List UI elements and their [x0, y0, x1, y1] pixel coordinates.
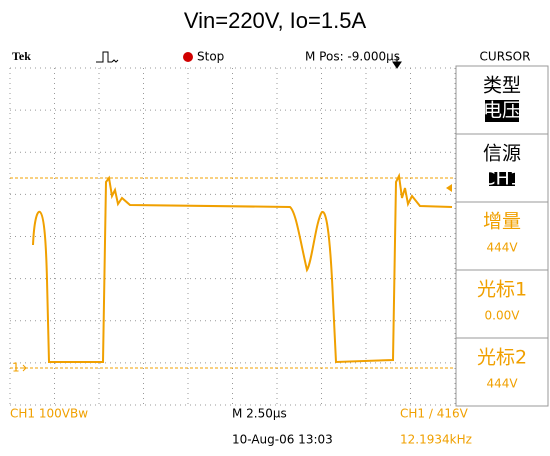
- menu-label: 增量: [483, 211, 521, 233]
- trigger-level: [446, 184, 452, 192]
- menu-label: 光标2: [477, 347, 527, 369]
- menu-value: 444V: [486, 377, 518, 391]
- menu-label: 信源: [483, 143, 521, 165]
- timebase: M 2.50µs: [232, 407, 287, 421]
- date: 10-Aug-06 13:03: [232, 433, 333, 447]
- title: Vin=220V, Io=1.5A: [184, 8, 367, 33]
- menu-value: 444V: [486, 241, 518, 255]
- trigger: CH1 ∕ 416V: [400, 407, 469, 421]
- ground-marker: 1: [12, 361, 20, 375]
- waveform: [33, 176, 452, 362]
- ground-arrow: [20, 365, 26, 371]
- position: M Pos: -9.000µs: [305, 50, 400, 64]
- channel: CH1 100VBw: [10, 407, 88, 421]
- frequency: 12.1934kHz: [400, 433, 472, 447]
- trigger-icon: [96, 52, 118, 62]
- brand: Tek: [12, 49, 31, 63]
- menu-label: 类型: [483, 75, 521, 97]
- menu-value: CH1: [482, 168, 522, 190]
- menu-value: 电压: [483, 100, 521, 122]
- menu-value: 0.00V: [485, 309, 521, 323]
- stop-dot: [183, 52, 193, 62]
- menu-label: 光标1: [477, 279, 527, 301]
- status: Stop: [197, 50, 224, 64]
- scope-screenshot: Vin=220V, Io=1.5A Tek Stop M Pos: -9.000…: [0, 0, 550, 452]
- graticule: [10, 68, 455, 405]
- menu-title: CURSOR: [480, 50, 531, 64]
